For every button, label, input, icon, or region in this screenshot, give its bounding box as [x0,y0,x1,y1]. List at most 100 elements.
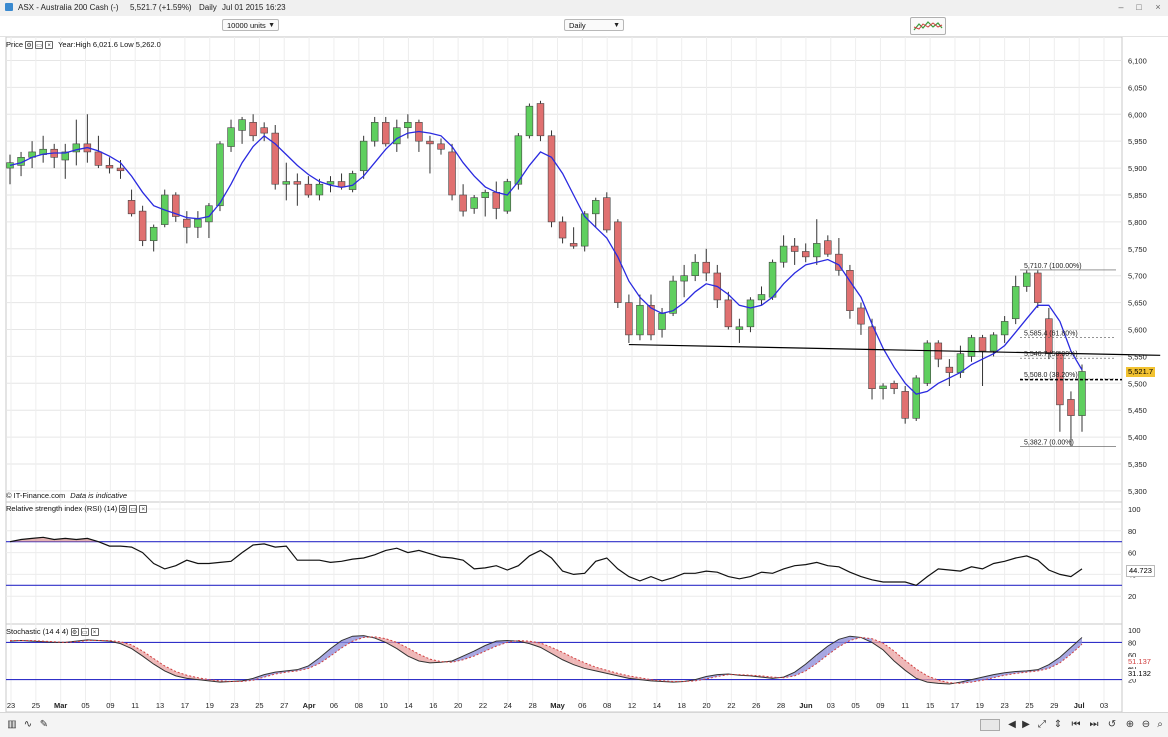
year-range: Year:High 6,021.6 Low 5,262.0 [58,40,161,49]
wrench-icon[interactable]: ⚙ [119,504,128,513]
stochastic-fill-up [805,654,817,671]
reset-icon[interactable]: ↺ [1107,719,1117,730]
y-tick-label: 5,800 [1128,218,1147,227]
search-icon[interactable]: ⌕ [1157,719,1163,730]
x-tick-label: 17 [181,701,189,710]
close-panel-icon[interactable]: × [139,504,148,513]
candle-bear [835,253,843,271]
candle-bull [879,385,887,389]
zoom-out-icon[interactable]: ⊖ [1141,719,1151,730]
y-tick-label: 5,700 [1128,272,1147,281]
candle-bull [1023,272,1031,287]
candle-bull [404,122,412,129]
candle-bear [569,243,578,247]
chart-type-button[interactable] [910,17,946,35]
title-bar: ASX - Australia 200 Cash (-) 5,521.7 (+1… [0,0,1168,17]
candle-bear [304,183,313,196]
y-tick-label: 5,550 [1128,352,1147,361]
x-tick-label: 27 [280,701,288,710]
y-tick-label: 6,050 [1128,83,1147,92]
candle-bull [72,143,81,153]
stochastic-fill-down [540,643,552,654]
y-tick-label: 5,750 [1128,245,1147,254]
candle-bull [923,342,932,384]
fib-level-label: 5,508.0 (38.20%) [1024,372,1078,379]
stochastic-fill-up [706,674,718,679]
candle-bull [989,334,998,352]
wrench-icon[interactable]: ⚙ [25,40,34,49]
app-icon [5,3,13,11]
candle-bull [216,143,224,207]
candle-bull [813,243,821,258]
y-tick-label: 60 [1128,651,1136,660]
y-tick-label: 80 [1128,638,1136,647]
wrench-icon[interactable]: ⚙ [70,627,79,636]
candle-bear [558,221,567,239]
stochastic-fill-up [341,636,353,648]
window-icon[interactable]: ▭ [35,40,44,49]
candle-bear [614,221,622,303]
stochastic-fill-down [407,647,419,661]
stochastic-fill-up [319,648,331,664]
x-tick-label: 18 [678,701,686,710]
draw-icon[interactable]: ✎ [39,719,49,730]
y-tick-label: 5,500 [1128,379,1147,388]
x-tick-label: 03 [827,701,835,710]
candle-bull [757,294,766,301]
close-panel-icon[interactable]: × [90,627,99,636]
window-icon[interactable]: ▭ [129,504,138,513]
support-trendline [628,343,1161,356]
candle-bull [658,313,666,330]
candle-bull [238,119,246,131]
window-icon[interactable]: ▭ [80,627,89,636]
candle-bear [293,181,302,185]
x-tick-label: 25 [255,701,263,710]
stochastic-fill-down [872,638,884,650]
y-tick-label: 6,100 [1128,56,1147,65]
y-tick-label: 5,950 [1128,137,1147,146]
zoom-in-icon[interactable]: ⊕ [1125,719,1135,730]
candle-bull [393,127,401,145]
stochastic-fill-up [982,674,994,681]
y-tick-label: 5,600 [1128,326,1147,335]
x-tick-label: 26 [752,701,760,710]
minimize-icon[interactable]: – [1118,2,1124,12]
indicator-icon[interactable]: ∿ [23,719,33,730]
fit-icon[interactable]: ⤢ [1038,719,1046,730]
toolbar: 10000 units ▼ Daily ▼ [0,16,1168,37]
scroll-left-icon[interactable]: ◀ [1008,719,1016,730]
candle-bear [127,200,136,215]
units-select[interactable]: 10000 units ▼ [222,19,279,31]
rewind-icon[interactable]: ⏮ [1071,719,1081,730]
y-tick-label: 20 [1128,676,1136,685]
x-tick-label: Jul [1074,701,1085,710]
close-icon[interactable]: × [1155,2,1161,12]
scale-icon[interactable]: ⇕ [1053,719,1063,730]
y-tick-label: 6,000 [1128,110,1147,119]
period-select-value: Daily [569,21,586,30]
close-panel-icon[interactable]: × [45,40,54,49]
x-tick-label: 29 [1050,701,1058,710]
stochastic-fill-down [551,647,563,660]
stochastic-fill-down [418,654,430,663]
forward-icon[interactable]: ⏭ [1089,719,1099,730]
scroll-handle[interactable] [980,719,1000,731]
candle-bear [790,245,799,252]
date-time: Jul 01 2015 16:23 [222,3,286,12]
y-tick-label: 5,650 [1128,299,1147,308]
y-tick-label: 5,300 [1128,487,1147,496]
maximize-icon[interactable]: □ [1136,2,1142,12]
bar-chart-icon[interactable]: ▥ [7,719,17,730]
candle-bull [227,127,235,147]
candle-bear [116,167,125,172]
candle-bull [315,183,324,196]
price-chart[interactable]: 5,300 5,350 5,400 5,450 5,500 5,550 5,600 5,650… [0,37,1168,502]
stochastic-value-tag-1: 51.137 [1126,657,1153,667]
rsi-line [9,536,1083,586]
candle-bull [149,226,158,242]
x-tick-label: 12 [628,701,636,710]
scroll-right-icon[interactable]: ▶ [1022,719,1030,730]
stochastic-chart[interactable]: 20 40 60 80 100 23 25 Mar 05 09 11 13 17 19 23 25 27 Apr 0… [0,624,1168,712]
period-select[interactable]: Daily ▼ [564,19,624,31]
